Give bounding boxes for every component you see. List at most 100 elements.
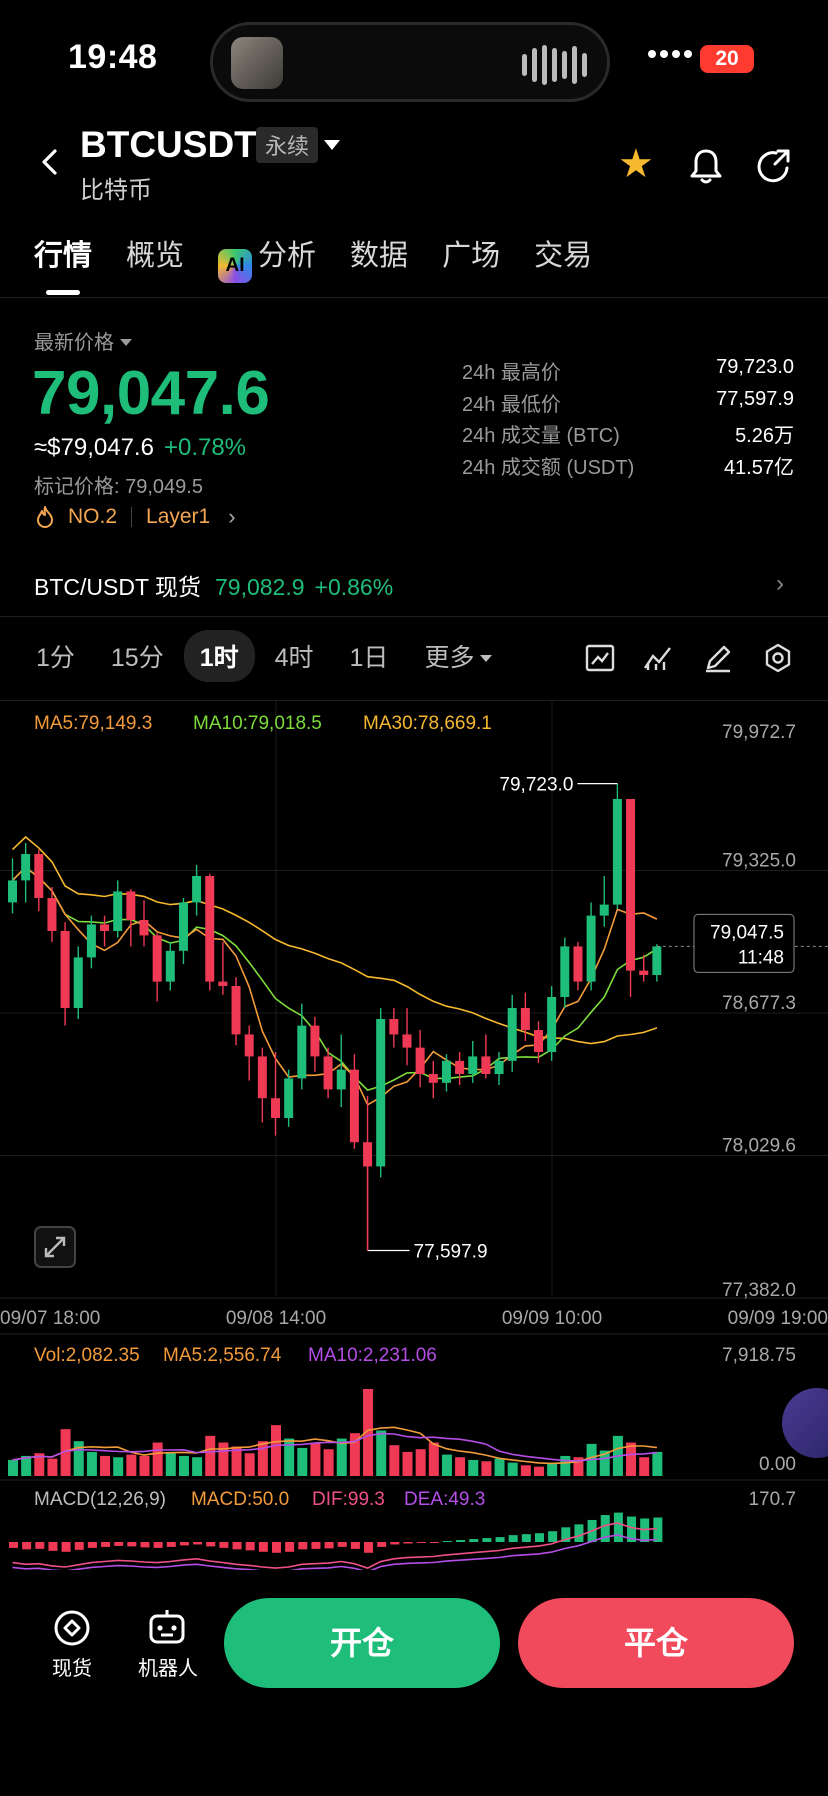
- y-tick-label: 77,382.0: [722, 1280, 796, 1301]
- macd-bar: [22, 1542, 32, 1550]
- settings-icon[interactable]: [762, 642, 794, 674]
- candle-body: [428, 1074, 438, 1083]
- tab-overview[interactable]: 概览: [126, 240, 185, 272]
- macd-bar: [482, 1538, 492, 1542]
- spot-label[interactable]: 现货: [52, 1658, 92, 1680]
- price-change: +0.78%: [163, 434, 247, 461]
- symbol-dropdown-icon[interactable]: [324, 140, 340, 150]
- candle-body: [271, 1098, 280, 1119]
- volume-bar: [165, 1453, 176, 1476]
- macd-bar: [35, 1542, 45, 1549]
- x-tick-label: 09/09 10:00: [502, 1308, 602, 1329]
- macd-y-tick: 170.7: [748, 1489, 796, 1510]
- macd-bar: [613, 1512, 623, 1542]
- candle-body: [389, 1019, 399, 1035]
- candle-body: [349, 1069, 359, 1143]
- divider: [0, 297, 828, 298]
- macd-bar: [337, 1542, 347, 1547]
- volume-bar: [73, 1441, 84, 1476]
- ma5-legend: MA5:79,149.3: [34, 713, 152, 734]
- candle-body: [639, 970, 649, 976]
- symbol-title[interactable]: BTCUSDT: [80, 124, 257, 165]
- stat-value: 77,597.9: [716, 387, 794, 410]
- high-price-label: 79,723.0: [499, 775, 573, 796]
- price-type-selector[interactable]: 最新价格: [34, 326, 132, 355]
- candle-body: [310, 1025, 320, 1057]
- macd-bar: [600, 1515, 610, 1542]
- stat-label: 24h 成交额 (USDT): [462, 456, 635, 479]
- tab-square[interactable]: 广场: [442, 240, 501, 272]
- macd-bar: [521, 1534, 531, 1542]
- draw-pencil-icon[interactable]: [702, 642, 734, 674]
- bot-label[interactable]: 机器人: [138, 1658, 198, 1680]
- volume-bar: [415, 1449, 426, 1476]
- macd-bar: [101, 1542, 111, 1547]
- timeframe-1d[interactable]: 1日: [349, 644, 389, 672]
- x-tick-label: 09/08 14:00: [226, 1308, 326, 1329]
- volume-bar: [323, 1449, 334, 1476]
- dif-value: DIF:99.3: [312, 1489, 385, 1510]
- tab-analysis-label: 分析: [258, 240, 317, 272]
- open-position-button[interactable]: 开仓: [224, 1598, 500, 1688]
- volume-bar: [639, 1457, 650, 1476]
- timeframe-more[interactable]: 更多: [424, 638, 493, 674]
- volume-bar: [441, 1454, 452, 1476]
- timeframe-1h[interactable]: 1时: [183, 630, 255, 682]
- robot-icon[interactable]: [146, 1606, 188, 1648]
- back-arrow-icon[interactable]: [36, 148, 64, 176]
- candle-body: [21, 854, 31, 881]
- vol-legend: Vol:2,082.35: [34, 1345, 140, 1366]
- volume-bar: [86, 1451, 97, 1476]
- stat-row: 24h 最高价 79,723.0: [462, 356, 794, 388]
- candle-body: [376, 1019, 386, 1167]
- contract-type-badge: 永续: [256, 127, 319, 163]
- volume-bar: [402, 1451, 413, 1476]
- fullscreen-icon[interactable]: [34, 1226, 76, 1268]
- macd-legend: MACD(12,26,9): [34, 1489, 166, 1510]
- share-icon[interactable]: [754, 146, 794, 186]
- volume-bar: [244, 1453, 255, 1476]
- tab-trade[interactable]: 交易: [534, 240, 593, 272]
- audio-wave-icon: [522, 45, 587, 85]
- y-tick-label: 78,029.6: [722, 1136, 796, 1157]
- timeframe-4h[interactable]: 4时: [274, 644, 314, 672]
- tab-analysis[interactable]: AI 分析: [218, 232, 316, 283]
- close-position-button[interactable]: 平仓: [518, 1598, 794, 1688]
- spot-icon[interactable]: [52, 1608, 92, 1648]
- candle-body: [573, 946, 583, 982]
- moving-average-lines: [11, 835, 658, 1106]
- x-tick-label: 09/09 19:00: [728, 1308, 828, 1329]
- battery-icon: 20: [700, 45, 754, 73]
- volume-bar: [468, 1459, 479, 1476]
- ranking-tags[interactable]: NO.2 Layer1 ›: [34, 504, 236, 530]
- candle-body: [165, 950, 175, 982]
- volume-bar: [481, 1461, 492, 1476]
- media-thumbnail: [231, 37, 283, 89]
- timeframe-1m[interactable]: 1分: [36, 644, 75, 672]
- spot-market-row[interactable]: BTC/USDT 现货 79,082.9 +0.86%: [34, 568, 393, 602]
- bell-icon[interactable]: [686, 146, 726, 186]
- candle-body: [100, 924, 110, 932]
- low-price-label: 77,597.9: [414, 1241, 488, 1262]
- macd-bar: [377, 1542, 387, 1547]
- candle-body: [612, 798, 622, 905]
- macd-bar: [469, 1539, 479, 1542]
- chart-type-icon[interactable]: [584, 642, 616, 674]
- volume-bar: [60, 1429, 71, 1476]
- tab-data[interactable]: 数据: [350, 240, 409, 272]
- category-tag: Layer1: [146, 505, 211, 528]
- favorite-star-icon[interactable]: ★: [618, 142, 654, 186]
- vol-y-tick: 0.00: [759, 1454, 796, 1475]
- macd-bar: [429, 1542, 439, 1543]
- volume-bar: [21, 1455, 32, 1476]
- indicator-icon[interactable]: [642, 642, 674, 674]
- candle-body: [534, 1030, 543, 1053]
- candle-body: [652, 946, 662, 976]
- timeframe-15m[interactable]: 15分: [110, 644, 164, 672]
- tab-market[interactable]: 行情: [34, 240, 93, 272]
- macd-bar: [298, 1542, 308, 1550]
- chevron-right-icon[interactable]: ›: [776, 570, 784, 597]
- candle-body: [336, 1069, 346, 1090]
- status-time: 19:48: [68, 38, 158, 76]
- kline-chart[interactable]: MA5:79,149.3 MA10:79,018.5 MA30:78,669.1…: [0, 700, 828, 1570]
